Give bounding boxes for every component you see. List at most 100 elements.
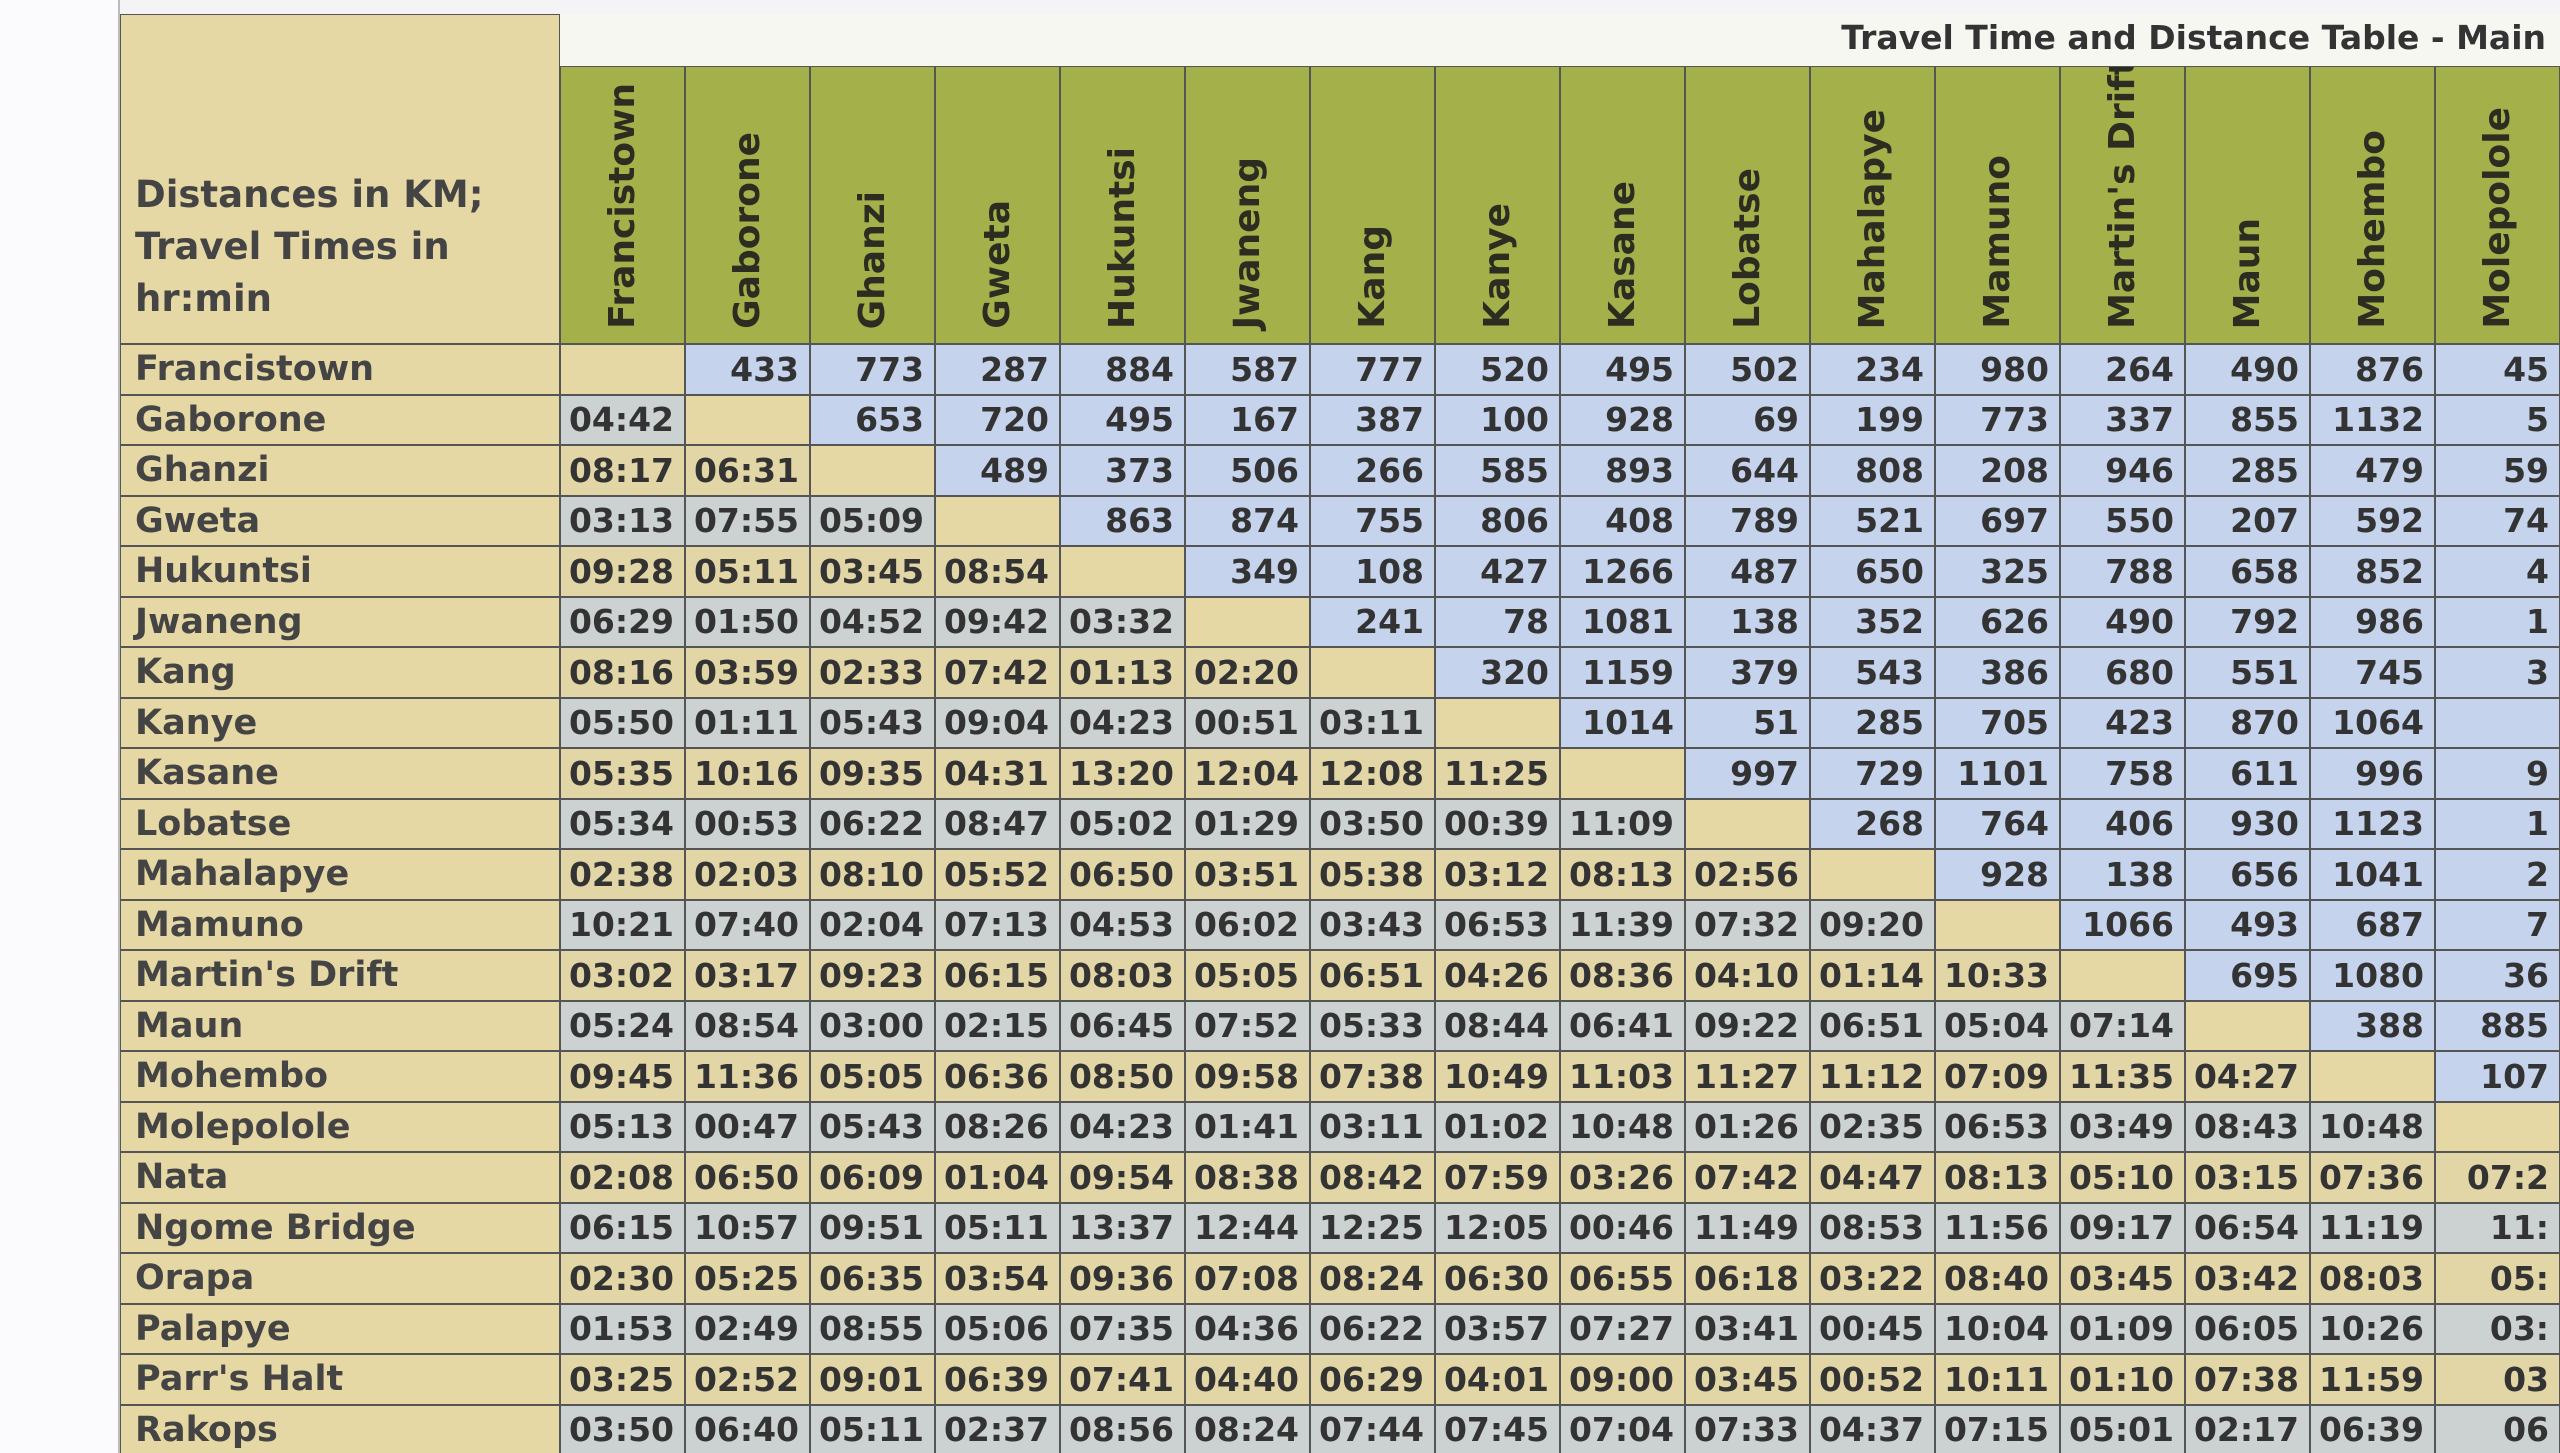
- cell: 09:54: [1060, 1152, 1185, 1203]
- cell: 755: [1310, 495, 1435, 546]
- cell: 680: [2060, 647, 2185, 698]
- empty-cell: [1935, 899, 2060, 950]
- cell: 12:25: [1310, 1202, 1435, 1253]
- cell: 08:03: [2310, 1253, 2435, 1304]
- cell: 08:53: [1810, 1202, 1935, 1253]
- row-label: Palapye: [120, 1303, 560, 1354]
- cell: 05:10: [2060, 1152, 2185, 1203]
- cell: 01:13: [1060, 647, 1185, 698]
- cell: 03:: [2435, 1303, 2560, 1354]
- cell: 789: [1685, 495, 1810, 546]
- cell: 59: [2435, 445, 2560, 496]
- column-header: Ghanzi: [810, 66, 935, 344]
- cell: 00:52: [1810, 1354, 1935, 1405]
- cell: 758: [2060, 748, 2185, 799]
- cell: 06:54: [2185, 1202, 2310, 1253]
- cell: 00:47: [685, 1101, 810, 1152]
- cell: 07:36: [2310, 1152, 2435, 1203]
- cell: 10:48: [2310, 1101, 2435, 1152]
- cell: 592: [2310, 495, 2435, 546]
- cell: 406: [2060, 798, 2185, 849]
- cell: 07:52: [1185, 1000, 1310, 1051]
- title: Travel Time and Distance Table - Main: [1841, 18, 2546, 57]
- column-header: Hukuntsi: [1060, 66, 1185, 344]
- cell: 980: [1935, 344, 2060, 395]
- cell: 10:26: [2310, 1303, 2435, 1354]
- cell: 325: [1935, 546, 2060, 597]
- cell: 01:04: [935, 1152, 1060, 1203]
- cell: 207: [2185, 495, 2310, 546]
- cell: 05:43: [810, 697, 935, 748]
- cell: 04:01: [1435, 1354, 1560, 1405]
- cell: 04:40: [1185, 1354, 1310, 1405]
- cell: 241: [1310, 596, 1435, 647]
- cell: 490: [2060, 596, 2185, 647]
- cell: 00:51: [1185, 697, 1310, 748]
- empty-cell: [560, 344, 685, 395]
- cell: 04:10: [1685, 950, 1810, 1001]
- cell: 08:50: [1060, 1051, 1185, 1102]
- cell: 09:20: [1810, 899, 1935, 950]
- cell: 04:26: [1435, 950, 1560, 1001]
- cell: 04:36: [1185, 1303, 1310, 1354]
- column-header-text: Jwaneng: [1227, 156, 1268, 329]
- column-header-text: Kanye: [1477, 203, 1518, 329]
- cell: 02:49: [685, 1303, 810, 1354]
- cell: 1123: [2310, 798, 2435, 849]
- cell: 10:49: [1435, 1051, 1560, 1102]
- cell: 11:12: [1810, 1051, 1935, 1102]
- cell: 05:34: [560, 798, 685, 849]
- cell: 02:56: [1685, 849, 1810, 900]
- cell: 05:25: [685, 1253, 810, 1304]
- row-label: Maun: [120, 1000, 560, 1051]
- cell: 11:49: [1685, 1202, 1810, 1253]
- cell: 930: [2185, 798, 2310, 849]
- cell: 10:33: [1935, 950, 2060, 1001]
- cell: 687: [2310, 899, 2435, 950]
- cell: 208: [1935, 445, 2060, 496]
- title-band: [560, 14, 2560, 66]
- cell: 03:49: [2060, 1101, 2185, 1152]
- cell: 07:27: [1560, 1303, 1685, 1354]
- cell: 04:23: [1060, 1101, 1185, 1152]
- cell: 876: [2310, 344, 2435, 395]
- cell: 773: [810, 344, 935, 395]
- cell: 03:15: [2185, 1152, 2310, 1203]
- cell: 02:33: [810, 647, 935, 698]
- cell: 05:09: [810, 495, 935, 546]
- column-header-text: Maun: [2227, 217, 2268, 329]
- row-label: Martin's Drift: [120, 950, 560, 1001]
- cell: 06:53: [1435, 899, 1560, 950]
- cell: 764: [1935, 798, 2060, 849]
- row-label: Rakops: [120, 1404, 560, 1453]
- cell: 2: [2435, 849, 2560, 900]
- cell: 788: [2060, 546, 2185, 597]
- cell: 01:26: [1685, 1101, 1810, 1152]
- cell: 489: [935, 445, 1060, 496]
- cell: 02:35: [1810, 1101, 1935, 1152]
- empty-cell: [1435, 697, 1560, 748]
- cell: 09:42: [935, 596, 1060, 647]
- cell: 199: [1810, 394, 1935, 445]
- cell: 487: [1685, 546, 1810, 597]
- cell: 656: [2185, 849, 2310, 900]
- row-label: Kanye: [120, 697, 560, 748]
- cell: 234: [1810, 344, 1935, 395]
- cell: 06:39: [2310, 1404, 2435, 1453]
- cell: 285: [2185, 445, 2310, 496]
- cell: 02:04: [810, 899, 935, 950]
- cell: 03:22: [1810, 1253, 1935, 1304]
- cell: 373: [1060, 445, 1185, 496]
- cell: 04:53: [1060, 899, 1185, 950]
- column-header-text: Mohembo: [2352, 130, 2393, 329]
- cell: 986: [2310, 596, 2435, 647]
- cell: 02:08: [560, 1152, 685, 1203]
- cell: 10:21: [560, 899, 685, 950]
- cell: 06:36: [935, 1051, 1060, 1102]
- cell: 502: [1685, 344, 1810, 395]
- cell: 874: [1185, 495, 1310, 546]
- column-header-text: Ghanzi: [852, 190, 893, 329]
- cell: 08:16: [560, 647, 685, 698]
- cell: 520: [1435, 344, 1560, 395]
- cell: 13:20: [1060, 748, 1185, 799]
